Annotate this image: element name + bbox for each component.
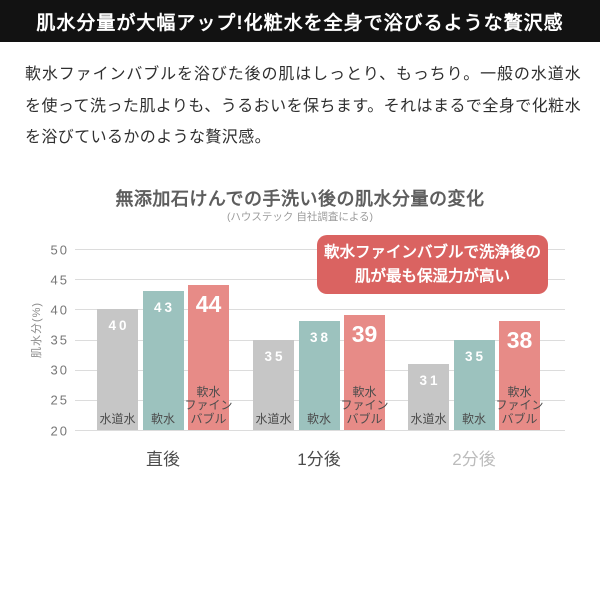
category-label: 1分後 bbox=[297, 450, 341, 469]
chart-subtitle: (ハウステック 自社調査による) bbox=[226, 211, 374, 223]
bar-series-label: 水道水 bbox=[255, 411, 292, 426]
bar-series-label: 軟水 ファイン バブル bbox=[184, 384, 233, 426]
bar-series-label: 軟水 ファイン バブル bbox=[340, 384, 389, 426]
intro-text: 軟水ファインバブルを浴びた後の肌はしっとり、もっちり。一般の水道水を使って洗った… bbox=[25, 66, 581, 146]
y-tick-label: 25 bbox=[50, 392, 69, 408]
bar-soft-water-fine-bubble: 38 軟水 ファイン バブル bbox=[495, 321, 544, 430]
bar-soft-water-fine-bubble: 44 軟水 ファイン バブル bbox=[184, 285, 233, 430]
bar-soft-water: 43 軟水 bbox=[142, 291, 184, 430]
bar-series-label: 水道水 bbox=[410, 411, 447, 426]
y-tick-label: 35 bbox=[50, 332, 69, 348]
annotation-line-1: 軟水ファインバブルで洗浄後の bbox=[323, 243, 541, 261]
bar-value-label: 39 bbox=[351, 321, 378, 348]
bar-series-label: 軟水 bbox=[461, 411, 486, 426]
y-tick-label: 45 bbox=[50, 272, 69, 288]
bar-series-label: 水道水 bbox=[99, 411, 136, 426]
bar-tap-water: 35 水道水 bbox=[253, 339, 294, 430]
bar-soft-water-fine-bubble: 39 軟水 ファイン バブル bbox=[340, 315, 389, 430]
gridline bbox=[75, 309, 565, 311]
annotation-callout: 軟水ファインバブルで洗浄後の 肌が最も保湿力が高い bbox=[317, 235, 548, 294]
header-banner: 肌水分量が大幅アップ!化粧水を全身で浴びるような贅沢感 bbox=[0, 0, 600, 42]
y-tick-label: 30 bbox=[50, 362, 69, 378]
banner-title: 肌水分量が大幅アップ!化粧水を全身で浴びるような贅沢感 bbox=[36, 12, 564, 34]
bar-series-label: 軟水 bbox=[306, 411, 331, 426]
category-label: 直後 bbox=[146, 450, 180, 469]
bar-value-label: 38 bbox=[506, 327, 533, 354]
bar-value-label: 40 bbox=[108, 318, 130, 334]
y-tick-label: 40 bbox=[50, 302, 69, 318]
bar-tap-water: 40 水道水 bbox=[97, 309, 138, 430]
bar-series-label: 軟水 bbox=[150, 411, 175, 426]
annotation-line-2: 肌が最も保湿力が高い bbox=[354, 267, 510, 285]
bar-value-label: 35 bbox=[464, 348, 487, 364]
bar-value-label: 31 bbox=[419, 372, 441, 388]
plot-area: 50 45 40 35 30 25 20 40 水道水 43 軟水 44 軟水 ファイン バブル直後 35 水道… bbox=[51, 242, 565, 469]
bar-soft-water: 38 軟水 bbox=[298, 321, 340, 430]
bar-series-label: 軟水 ファイン バブル bbox=[495, 384, 544, 426]
bar-tap-water: 31 水道水 bbox=[408, 363, 449, 430]
y-tick-label: 20 bbox=[50, 423, 69, 438]
bar-value-label: 44 bbox=[195, 291, 222, 318]
gridline bbox=[75, 430, 565, 431]
bar-value-label: 35 bbox=[264, 348, 286, 364]
y-tick-label: 50 bbox=[50, 242, 69, 257]
category-label: 2分後 bbox=[452, 450, 496, 469]
bar-soft-water: 35 軟水 bbox=[453, 339, 495, 430]
chart-title: 無添加石けんでの手洗い後の肌水分量の変化 bbox=[115, 189, 485, 209]
bar-value-label: 43 bbox=[153, 300, 176, 316]
bar-value-label: 38 bbox=[309, 330, 332, 346]
